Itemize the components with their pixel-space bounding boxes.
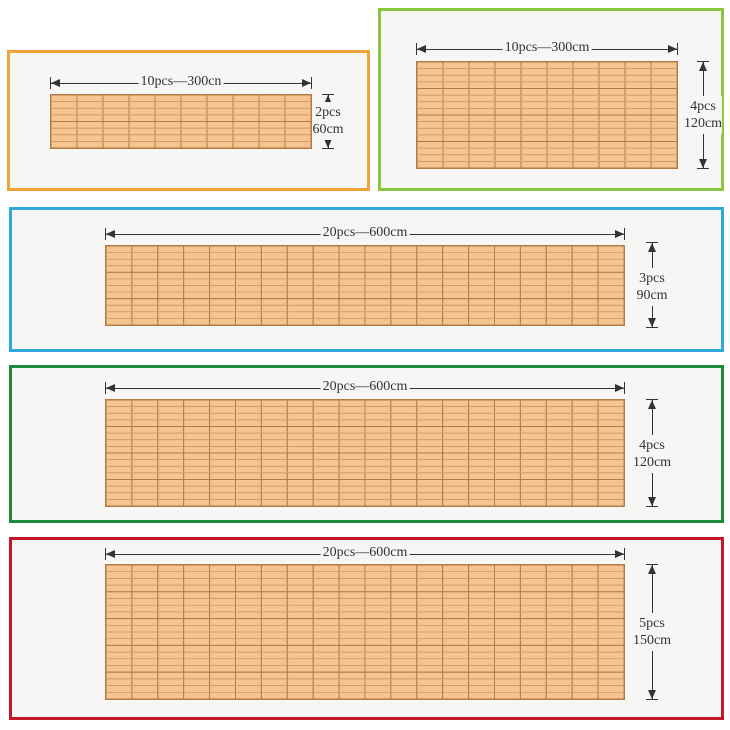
height-label: 5pcs 150cm: [632, 613, 672, 651]
panel-3x20: 20pcs—600cm 3pcs 90cm: [9, 207, 724, 352]
panel-4x20: 20pcs—600cm 4pcs 120cm: [9, 365, 724, 523]
width-label: 20pcs—600cm: [320, 545, 410, 561]
width-label: 20pcs—600cm: [320, 379, 410, 395]
panel-grid-svg: [51, 95, 311, 148]
panel-grid-svg: [106, 246, 624, 325]
width-dimension: 20pcs—600cm: [105, 545, 625, 561]
height-label: 3pcs 90cm: [636, 268, 668, 306]
height-count: 5pcs: [639, 616, 665, 631]
height-label: 4pcs 120cm: [632, 435, 672, 473]
panel-grid-svg: [106, 400, 624, 506]
panel-grid-svg: [106, 565, 624, 699]
width-dimension: 20pcs—600cm: [105, 225, 625, 241]
height-count: 3pcs: [639, 271, 665, 286]
solar-panel-grid: [416, 61, 678, 169]
height-size: 120cm: [683, 116, 723, 131]
height-size: 150cm: [632, 633, 672, 648]
solar-panel-grid: [105, 564, 625, 700]
panel-grid-svg: [417, 62, 677, 168]
height-label: 4pcs 120cm: [683, 96, 723, 134]
height-count: 4pcs: [690, 99, 716, 114]
panel-2x10: 10pcs—300cn 2pcs 60cm: [7, 50, 370, 191]
panel-5x20: 20pcs—600cm 5pcs 150cm: [9, 537, 724, 720]
width-dimension: 10pcs—300cm: [416, 40, 678, 56]
width-label: 10pcs—300cn: [138, 74, 224, 90]
width-label: 10pcs—300cm: [502, 40, 592, 56]
width-label: 20pcs—600cm: [320, 225, 410, 241]
height-count: 4pcs: [639, 438, 665, 453]
height-size: 90cm: [636, 288, 668, 303]
height-size: 120cm: [632, 455, 672, 470]
height-count: 2pcs: [315, 105, 341, 120]
width-dimension: 10pcs—300cn: [50, 74, 312, 90]
height-size: 60cm: [312, 122, 344, 137]
solar-panel-grid: [105, 399, 625, 507]
width-dimension: 20pcs—600cm: [105, 379, 625, 395]
solar-panel-grid: [50, 94, 312, 149]
solar-panel-grid: [105, 245, 625, 326]
height-label: 2pcs 60cm: [312, 102, 344, 140]
panel-4x10: 10pcs—300cm 4pcs 120cm: [378, 8, 724, 191]
